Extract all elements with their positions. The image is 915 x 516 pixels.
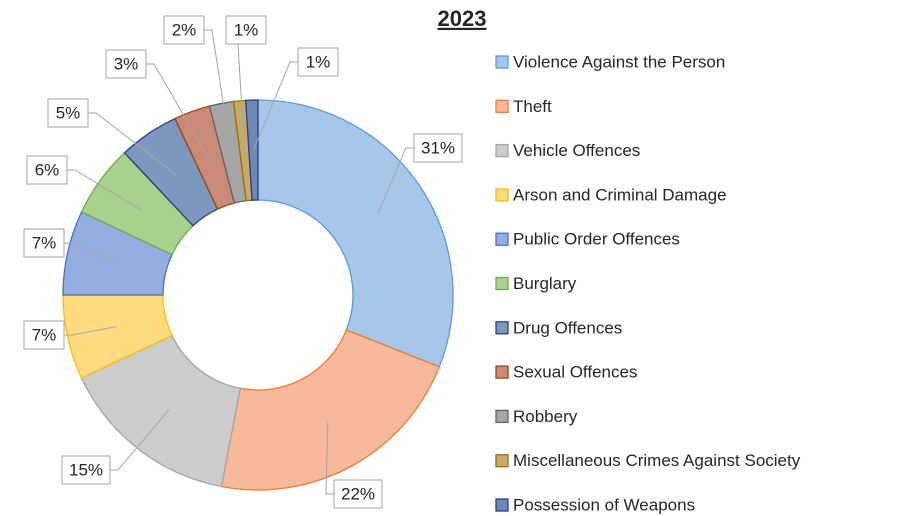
label-box (297, 47, 339, 77)
legend-swatch (495, 409, 509, 424)
data-label: 5% (56, 103, 81, 122)
donut-slice (245, 99, 259, 201)
legend-swatch (495, 99, 509, 113)
label-box (26, 155, 68, 185)
chart-title: 2023 (438, 6, 487, 31)
leader-line (64, 326, 117, 336)
leader-line (377, 147, 414, 214)
label-box (333, 479, 383, 509)
data-label: 1% (234, 20, 259, 39)
legend-swatch (495, 454, 509, 468)
legend-swatch (495, 321, 509, 335)
legend-label: Public Order Offences (513, 230, 680, 249)
label-box (225, 15, 267, 45)
legend-label: Robbery (513, 407, 578, 426)
legend-label: Theft (513, 97, 552, 116)
data-label: 15% (69, 460, 103, 479)
legend-label: Drug Offences (513, 318, 622, 337)
legend-label: Arson and Criminal Damage (513, 185, 727, 204)
label-box (47, 98, 89, 128)
leader-line (67, 169, 141, 211)
leader-line (110, 409, 170, 471)
legend-swatch (495, 276, 509, 291)
label-box (23, 320, 65, 350)
label-box (23, 228, 65, 258)
data-label: 6% (35, 160, 60, 179)
legend-label: Sexual Offences (513, 363, 637, 382)
donut-slice (257, 99, 454, 368)
legend-swatch (495, 188, 509, 202)
data-label: 22% (341, 484, 375, 503)
legend-label: Burglary (513, 274, 577, 293)
legend-swatch (495, 143, 509, 158)
data-label: 7% (32, 233, 57, 252)
legend-label: Miscellaneous Crimes Against Society (513, 451, 801, 470)
legend-swatch (495, 498, 509, 512)
leader-line (146, 63, 210, 159)
legend-swatch (495, 232, 509, 246)
legend-label: Violence Against the Person (513, 52, 725, 71)
data-label: 7% (32, 325, 57, 344)
legend-label: Possession of Weapons (513, 495, 695, 514)
leader-line (64, 242, 117, 264)
leader-line (252, 61, 298, 151)
data-label: 2% (172, 20, 197, 39)
donut-slice (220, 329, 441, 491)
legend-swatch (495, 365, 509, 379)
leader-line (325, 422, 334, 495)
legend-label: Vehicle Offences (513, 141, 640, 160)
data-label: 1% (306, 52, 331, 71)
label-box (61, 455, 111, 485)
label-box (413, 133, 463, 163)
leader-line (88, 112, 177, 176)
data-label: 3% (114, 54, 139, 73)
data-label: 31% (421, 138, 455, 157)
label-box (163, 15, 205, 45)
label-box (105, 49, 147, 79)
legend-swatch (495, 55, 509, 69)
leader-line (204, 29, 232, 153)
